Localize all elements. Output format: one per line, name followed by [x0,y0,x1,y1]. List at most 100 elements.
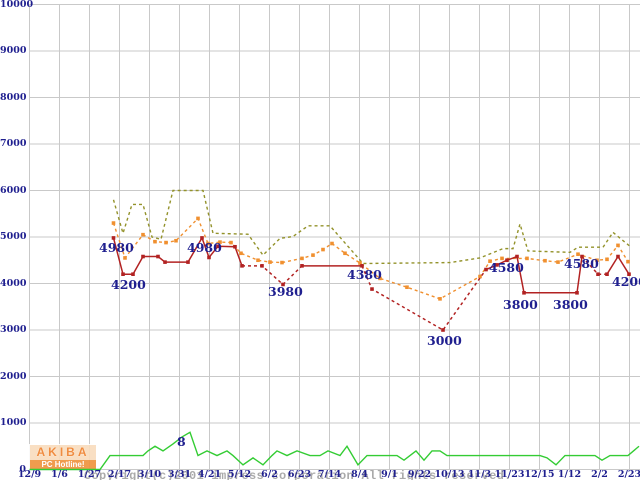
lowest-price-marker [505,258,509,263]
average-price-marker [229,240,233,245]
average-price-marker [525,256,529,261]
y-axis-tick-label: 2000 [0,370,27,382]
average-price-marker [595,258,599,263]
price-annotation: 4200 [111,277,146,292]
lowest-price-marker [616,254,620,259]
x-axis-tick-label: 4/21 [197,469,222,480]
average-price-marker [111,221,116,225]
x-axis-tick-label: 3/31 [167,469,192,480]
lowest-price-marker [111,236,116,240]
lowest-price-marker [484,267,488,272]
y-axis-tick-label: 1000 [0,417,27,428]
x-axis-tick-label: 11/3 [467,469,492,480]
lowest-price-marker [515,254,519,259]
lowest-price-marker [605,272,609,276]
average-price-marker [543,258,547,263]
x-axis-tick-label: 1/27 [77,469,102,480]
price-annotation: 4580 [564,256,599,271]
y-axis-tick-label: 10000 [0,0,34,10]
lowest-price-marker [300,264,304,268]
average-price-marker [280,260,284,265]
x-axis-tick-label: 3/10 [137,469,162,480]
average-price-marker [153,239,157,244]
price-annotation: 8 [177,434,186,449]
average-price-marker [164,240,168,245]
x-axis-tick-label: 12/9 [17,469,42,480]
average-price-marker [123,256,127,260]
logo-pc-hotline-text: PC Hotline! [30,460,96,470]
copyright-watermark: Copyright(c)2001 impress corporation All… [84,443,512,480]
price-annotation: 4980 [99,240,134,255]
average-price-marker [321,247,325,252]
average-price-marker [268,260,272,264]
x-axis-tick-label: 6/2 [261,469,278,480]
lowest-price-marker [627,272,631,276]
lowest-price-marker [141,254,145,259]
x-axis-tick-label: 7/14 [317,469,342,480]
average-price-marker [358,261,362,265]
average-price-marker [556,260,560,264]
y-axis-tick-label: 7000 [0,138,27,149]
average-price-marker [256,258,260,263]
y-axis-tick-label: 0 [19,463,26,475]
average-price-marker [311,253,315,257]
average-price-marker [488,259,492,263]
average-price-marker [576,252,580,257]
x-axis-tick-label: 2/23 [617,469,640,480]
copyright-line: Copyright(c)2001 impress corporation All… [84,469,512,480]
x-axis-tick-label: 5/12 [227,469,252,480]
lowest-price-line [361,265,487,331]
average-price-line [112,217,629,300]
average-price-marker [500,256,504,261]
price-annotation: 3980 [268,284,303,299]
lowest-price-marker [156,254,160,259]
lowest-price-marker [281,282,285,287]
average-price-marker [378,276,382,281]
average-price-marker [438,297,442,301]
average-price-marker [196,216,200,221]
x-axis-tick-label: 6/23 [287,469,312,480]
x-axis-tick-label: 2/17 [107,469,132,480]
highest-price-line [112,189,631,265]
lowest-price-marker [131,272,135,276]
x-axis-tick-label: 8/4 [351,469,368,480]
lowest-price-marker [200,236,204,240]
lowest-price-marker [596,272,600,276]
lowest-price-marker [575,291,579,295]
lowest-price-marker [163,260,167,264]
akiba-pc-hotline-logo: AKIBA PC Hotline! [29,444,97,471]
x-axis-tick-label: 1/12 [557,469,582,480]
average-price-marker [239,251,243,256]
lowest-price-marker [370,287,374,291]
price-annotation: 4980 [187,240,222,255]
lowest-price-marker [216,244,220,249]
x-axis-tick-label: 1/6 [51,469,68,480]
average-price-marker [605,257,609,262]
shop-count-x100-line [29,431,640,471]
average-price-marker [626,259,630,264]
lowest-price-marker [580,254,584,259]
lowest-price-line [606,255,630,275]
lowest-price-line [581,256,607,275]
average-price-marker [405,285,409,290]
average-price-marker [206,241,210,246]
average-price-marker [343,251,347,256]
logo-akiba-text: AKIBA [36,445,90,459]
lowest-price-marker [495,263,499,267]
y-axis-tick-label: 4000 [0,277,27,289]
price-annotation: 3800 [503,297,538,312]
y-axis-tick-label: 9000 [0,45,27,56]
lowest-price-marker [240,264,244,268]
average-price-marker [141,232,145,237]
x-axis-tick-label: 9/1 [381,469,398,480]
lowest-price-marker [121,272,125,276]
average-price-marker [218,240,222,244]
price-annotation: 3800 [553,297,588,312]
y-axis-tick-label: 3000 [0,324,27,335]
lowest-price-marker [260,264,264,268]
lowest-price-marker [186,260,190,264]
x-axis-tick-label: 2/2 [591,469,608,480]
average-price-marker [300,256,304,261]
price-annotation: 4200 [612,274,640,289]
